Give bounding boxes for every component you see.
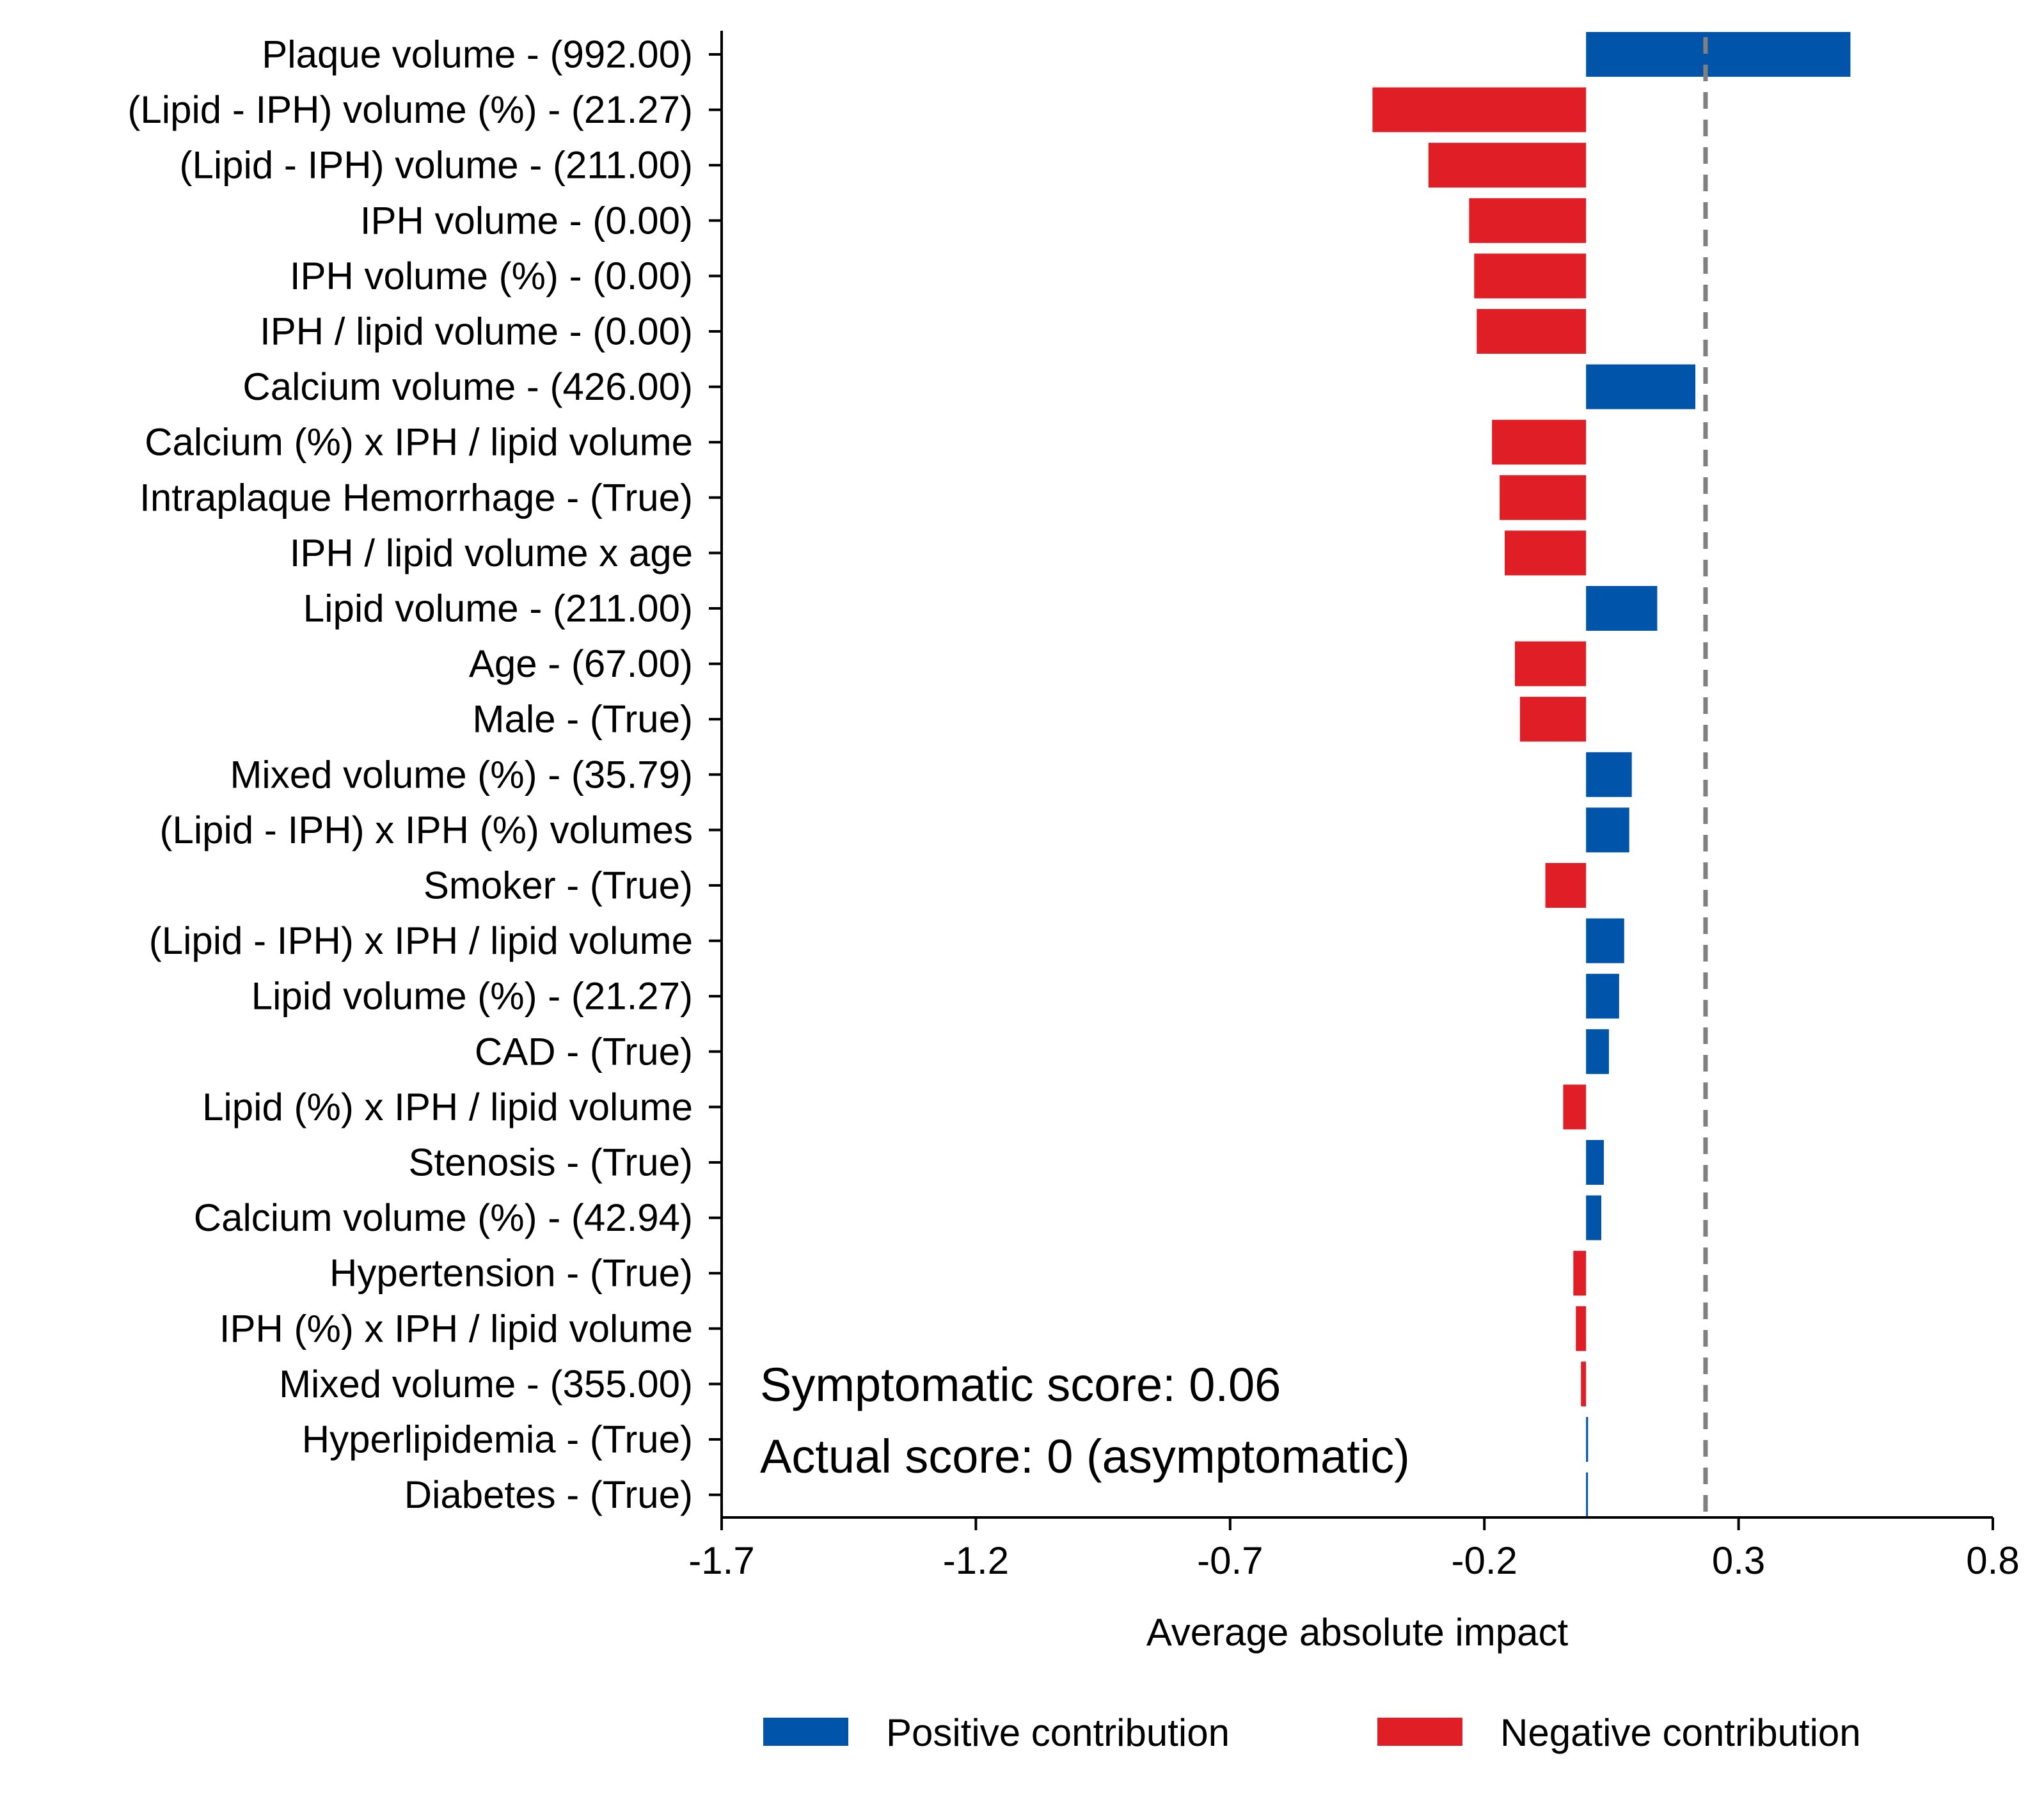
y-tick-label-22: Hypertension - (True) [329,1252,693,1295]
x-tick-label-2: -0.7 [1197,1539,1263,1582]
legend-swatch-positive [763,1718,848,1746]
y-tick-label-15: Smoker - (True) [424,864,693,907]
bar-14 [1586,807,1629,853]
y-tick-label-18: CAD - (True) [475,1030,693,1073]
bar-13 [1586,752,1632,797]
y-tick-label-14: (Lipid - IPH) x IPH (%) volumes [160,809,693,851]
bar-11 [1514,641,1587,686]
bar-4 [1474,253,1587,299]
y-tick-label-19: Lipid (%) x IPH / lipid volume [202,1086,693,1128]
bar-18 [1586,1029,1609,1074]
y-tick-label-16: (Lipid - IPH) x IPH / lipid volume [149,919,693,962]
legend: Positive contribution Negative contribut… [763,1711,1861,1754]
y-tick-label-25: Hyperlipidemia - (True) [302,1418,693,1461]
bar-20 [1586,1140,1604,1185]
symptomatic-score-annotation: Symptomatic score: 0.06 [760,1358,1281,1411]
legend-label-positive: Positive contribution [886,1711,1230,1754]
y-tick-label-10: Lipid volume - (211.00) [303,587,693,630]
y-tick-label-1: (Lipid - IPH) volume (%) - (21.27) [127,88,693,131]
y-tick-label-0: Plaque volume - (992.00) [262,33,693,76]
y-tick-label-20: Stenosis - (True) [408,1141,693,1184]
y-tick-label-26: Diabetes - (True) [404,1473,693,1516]
bar-15 [1545,863,1587,908]
actual-score-annotation: Actual score: 0 (asymptomatic) [760,1430,1410,1483]
x-tick-label-3: -0.2 [1452,1539,1517,1582]
y-tick-label-21: Calcium volume (%) - (42.94) [194,1196,693,1239]
legend-label-negative: Negative contribution [1500,1711,1861,1754]
y-tick-label-24: Mixed volume - (355.00) [279,1363,693,1405]
bar-0 [1586,32,1851,77]
y-tick-label-5: IPH / lipid volume - (0.00) [260,310,693,353]
y-tick-label-11: Age - (67.00) [469,642,693,685]
y-tick-label-23: IPH (%) x IPH / lipid volume [219,1307,693,1350]
y-tick-label-8: Intraplaque Hemorrhage - (True) [139,476,693,519]
x-tick-label-0: -1.7 [688,1539,754,1582]
y-tick-label-13: Mixed volume (%) - (35.79) [230,753,693,796]
bar-16 [1586,918,1624,963]
bar-5 [1477,309,1587,354]
x-tick-label-4: 0.3 [1712,1539,1765,1582]
x-axis-label: Average absolute impact [1146,1611,1569,1654]
bar-25 [1586,1417,1588,1462]
x-ticks: -1.7 -1.2 -0.7 -0.2 0.3 0.8 [688,1517,2020,1582]
bar-7 [1492,420,1587,465]
y-tick-label-9: IPH / lipid volume x age [290,532,693,574]
bar-24 [1581,1361,1587,1407]
bar-9 [1504,530,1587,576]
y-tick-label-4: IPH volume (%) - (0.00) [290,255,693,297]
y-tick-label-12: Male - (True) [473,698,693,741]
bar-17 [1586,974,1619,1019]
bar-12 [1519,697,1587,742]
bar-1 [1372,87,1587,132]
bar-10 [1586,586,1658,631]
bar-6 [1586,364,1696,409]
x-tick-label-1: -1.2 [943,1539,1009,1582]
bar-3 [1469,198,1587,243]
bar-23 [1576,1306,1587,1351]
legend-swatch-negative [1377,1718,1462,1746]
y-tick-label-17: Lipid volume (%) - (21.27) [251,975,693,1018]
y-tick-label-3: IPH volume - (0.00) [360,199,693,242]
bar-26 [1586,1472,1588,1517]
y-tick-label-6: Calcium volume - (426.00) [242,365,693,408]
bar-8 [1500,475,1587,520]
y-tick-label-2: (Lipid - IPH) volume - (211.00) [180,144,693,187]
bar-22 [1573,1251,1587,1296]
y-tick-labels: Plaque volume - (992.00) (Lipid - IPH) vo… [127,33,722,1516]
x-tick-label-5: 0.8 [1966,1539,2019,1582]
y-tick-label-7: Calcium (%) x IPH / lipid volume [145,421,693,464]
bar-19 [1563,1084,1587,1130]
bar-2 [1428,143,1587,188]
bar-21 [1586,1195,1602,1240]
bars-group [1372,32,1851,1517]
